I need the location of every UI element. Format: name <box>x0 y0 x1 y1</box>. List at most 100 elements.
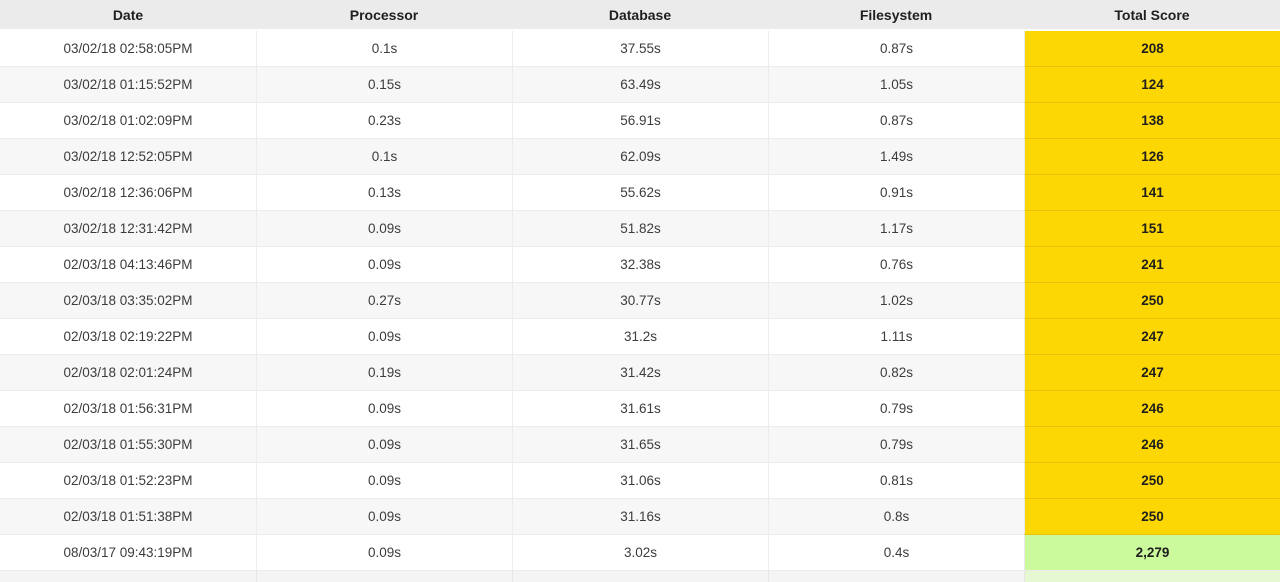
column-header-processor: Processor <box>349 6 419 23</box>
filesystem-cell: 0.82s <box>768 355 1024 391</box>
date-cell: 02/03/18 01:52:23PM <box>0 463 256 499</box>
total-score-cell: 141 <box>1024 175 1280 211</box>
filesystem-cell: 1.05s <box>768 67 1024 103</box>
table-row: 03/02/18 01:15:52PM 0.15s 63.49s 1.05s 124 <box>0 67 1280 103</box>
date-cell: 03/02/18 12:31:42PM <box>0 211 256 247</box>
processor-cell: 0.1s <box>256 139 512 175</box>
table-row: 02/03/18 01:56:31PM 0.09s 31.61s 0.79s 246 <box>0 391 1280 427</box>
database-cell: 56.91s <box>512 103 768 139</box>
filesystem-cell: 0.81s <box>768 463 1024 499</box>
database-cell: 31.65s <box>512 427 768 463</box>
filesystem-cell: 0.87s <box>768 103 1024 139</box>
column-header-filesystem: Filesystem <box>859 6 933 23</box>
total-score-cell: 124 <box>1024 67 1280 103</box>
filesystem-cell: 1.11s <box>768 319 1024 355</box>
filesystem-cell: 0.79s <box>768 391 1024 427</box>
processor-cell: 0.09s <box>256 319 512 355</box>
date-cell: 03/02/18 12:52:05PM <box>0 139 256 175</box>
table-header-row: Date Processor Database Filesystem Total… <box>0 0 1280 31</box>
table-row: 02/03/18 03:35:02PM 0.27s 30.77s 1.02s 250 <box>0 283 1280 319</box>
database-cell: 37.55s <box>512 31 768 67</box>
date-cell: 02/03/18 04:13:46PM <box>0 247 256 283</box>
database-cell: 31.2s <box>512 319 768 355</box>
processor-cell: 0.15s <box>256 67 512 103</box>
filesystem-cell: 1.49s <box>768 139 1024 175</box>
processor-cell: 0.23s <box>256 103 512 139</box>
table-row: 08/03/17 09:43:19PM 0.09s 3.02s 0.4s 2,279 <box>0 535 1280 571</box>
date-cell: 02/03/18 03:35:02PM <box>0 283 256 319</box>
processor-cell: 0.09s <box>256 535 512 571</box>
date-cell: 02/03/18 01:55:30PM <box>0 427 256 463</box>
database-cell: 55.62s <box>512 175 768 211</box>
database-cell: 31.42s <box>512 355 768 391</box>
table-row: 03/02/18 12:36:06PM 0.13s 55.62s 0.91s 141 <box>0 175 1280 211</box>
filesystem-cell: 0.76s <box>768 247 1024 283</box>
table-row: 02/03/18 01:52:23PM 0.09s 31.06s 0.81s 250 <box>0 463 1280 499</box>
table-row: 02/03/18 02:01:24PM 0.19s 31.42s 0.82s 247 <box>0 355 1280 391</box>
processor-cell: 0.09s <box>256 247 512 283</box>
date-cell-partial <box>0 571 256 582</box>
date-cell: 03/02/18 02:58:05PM <box>0 31 256 67</box>
processor-cell: 0.27s <box>256 283 512 319</box>
date-cell: 03/02/18 01:02:09PM <box>0 103 256 139</box>
date-cell: 03/02/18 01:15:52PM <box>0 67 256 103</box>
date-cell: 08/03/17 09:43:19PM <box>0 535 256 571</box>
table-row: 02/03/18 04:13:46PM 0.09s 32.38s 0.76s 241 <box>0 247 1280 283</box>
processor-cell: 0.1s <box>256 31 512 67</box>
processor-cell: 0.09s <box>256 391 512 427</box>
column-header-database: Database <box>608 6 672 23</box>
database-cell: 31.16s <box>512 499 768 535</box>
total-score-cell: 126 <box>1024 139 1280 175</box>
total-score-cell: 241 <box>1024 247 1280 283</box>
database-cell: 31.61s <box>512 391 768 427</box>
table-row: 02/03/18 02:19:22PM 0.09s 31.2s 1.11s 247 <box>0 319 1280 355</box>
total-score-cell: 247 <box>1024 355 1280 391</box>
database-cell: 32.38s <box>512 247 768 283</box>
database-cell: 63.49s <box>512 67 768 103</box>
filesystem-cell: 1.02s <box>768 283 1024 319</box>
database-cell: 3.02s <box>512 535 768 571</box>
database-cell: 51.82s <box>512 211 768 247</box>
table-row: 03/02/18 12:52:05PM 0.1s 62.09s 1.49s 126 <box>0 139 1280 175</box>
processor-cell-partial <box>256 571 512 582</box>
database-cell: 62.09s <box>512 139 768 175</box>
date-cell: 02/03/18 01:51:38PM <box>0 499 256 535</box>
database-cell: 30.77s <box>512 283 768 319</box>
filesystem-cell: 1.17s <box>768 211 1024 247</box>
total-score-cell: 246 <box>1024 391 1280 427</box>
database-cell: 31.06s <box>512 463 768 499</box>
table-row: 03/02/18 12:31:42PM 0.09s 51.82s 1.17s 151 <box>0 211 1280 247</box>
total-score-cell-partial <box>1024 571 1280 582</box>
table-row: 02/03/18 01:51:38PM 0.09s 31.16s 0.8s 250 <box>0 499 1280 535</box>
table-row: 02/03/18 01:55:30PM 0.09s 31.65s 0.79s 246 <box>0 427 1280 463</box>
processor-cell: 0.09s <box>256 427 512 463</box>
table-row: 03/02/18 02:58:05PM 0.1s 37.55s 0.87s 208 <box>0 31 1280 67</box>
total-score-cell: 247 <box>1024 319 1280 355</box>
total-score-cell: 2,279 <box>1024 535 1280 571</box>
total-score-cell: 250 <box>1024 499 1280 535</box>
total-score-cell: 138 <box>1024 103 1280 139</box>
processor-cell: 0.09s <box>256 463 512 499</box>
filesystem-cell: 0.87s <box>768 31 1024 67</box>
total-score-cell: 250 <box>1024 283 1280 319</box>
column-header-total-score: Total Score <box>1114 6 1190 23</box>
processor-cell: 0.19s <box>256 355 512 391</box>
total-score-cell: 151 <box>1024 211 1280 247</box>
table-row: 03/02/18 01:02:09PM 0.23s 56.91s 0.87s 138 <box>0 103 1280 139</box>
processor-cell: 0.09s <box>256 499 512 535</box>
processor-cell: 0.09s <box>256 211 512 247</box>
filesystem-cell-partial <box>768 571 1024 582</box>
database-cell-partial <box>512 571 768 582</box>
total-score-cell: 250 <box>1024 463 1280 499</box>
table-body: 03/02/18 02:58:05PM 0.1s 37.55s 0.87s 208 03/… <box>0 31 1280 571</box>
date-cell: 02/03/18 02:19:22PM <box>0 319 256 355</box>
date-cell: 02/03/18 01:56:31PM <box>0 391 256 427</box>
date-cell: 02/03/18 02:01:24PM <box>0 355 256 391</box>
partial-next-row <box>0 571 1280 582</box>
filesystem-cell: 0.91s <box>768 175 1024 211</box>
filesystem-cell: 0.8s <box>768 499 1024 535</box>
column-header-date: Date <box>112 6 144 23</box>
filesystem-cell: 0.79s <box>768 427 1024 463</box>
total-score-cell: 208 <box>1024 31 1280 67</box>
